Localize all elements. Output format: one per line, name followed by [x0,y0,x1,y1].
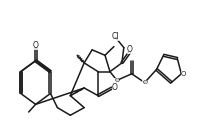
Text: O: O [112,83,118,93]
Text: Cl: Cl [111,32,119,41]
Text: O: O [114,78,119,83]
Text: O: O [127,45,133,54]
Text: O: O [142,80,147,85]
Text: O: O [33,41,39,50]
Text: O: O [181,71,186,77]
